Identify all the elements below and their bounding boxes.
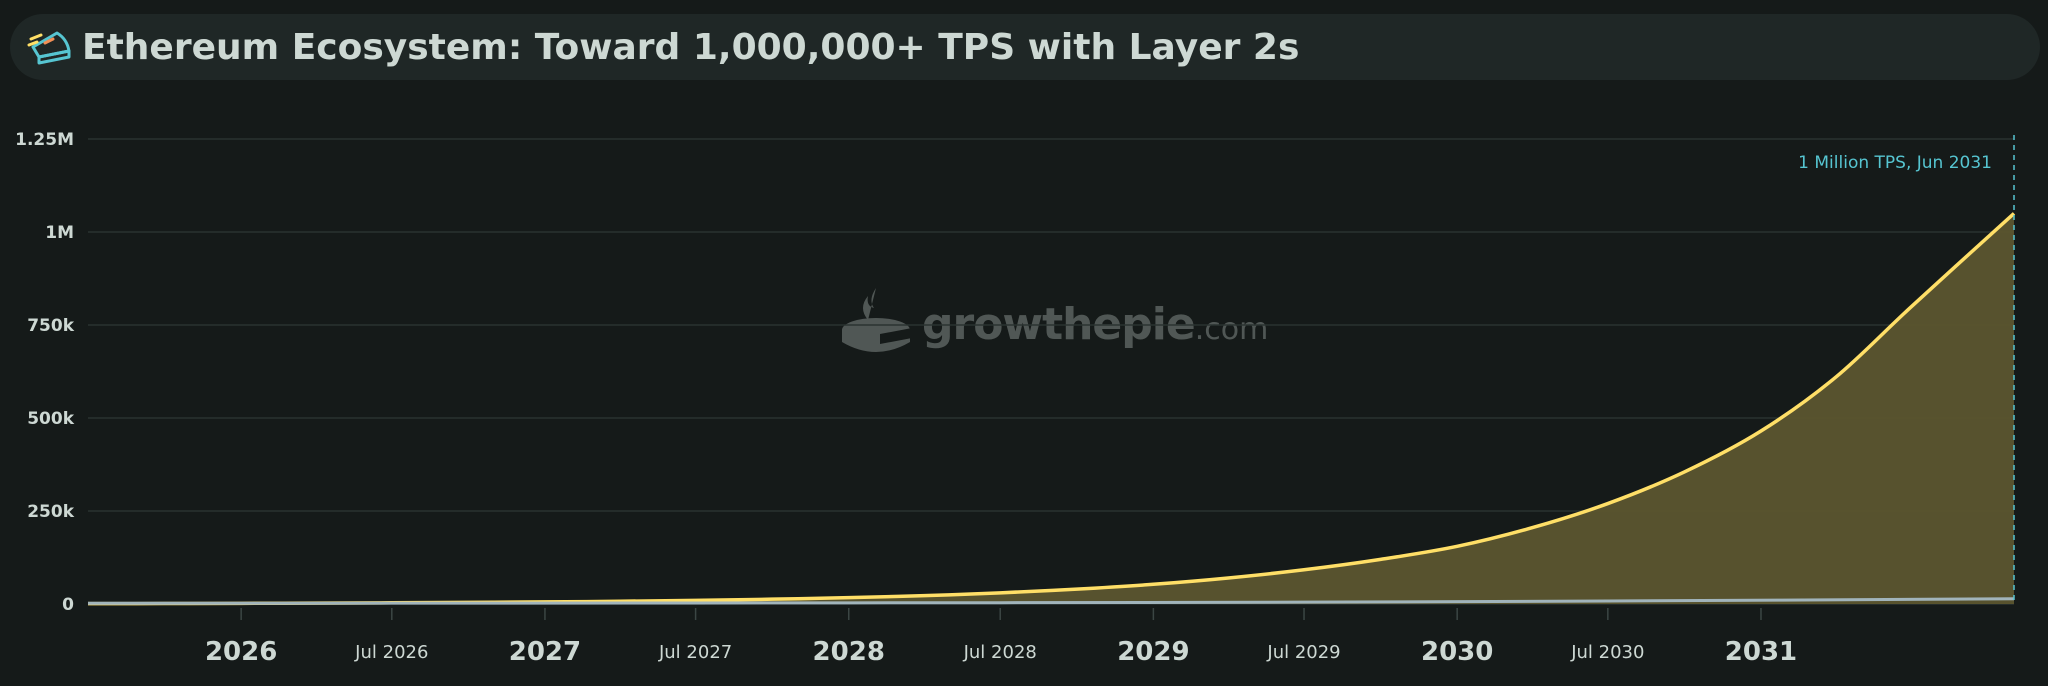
x-tick-label: Jul 2026 xyxy=(354,642,428,663)
x-tick-label: Jul 2029 xyxy=(1266,642,1340,663)
annotation-layer: 1 Million TPS, Jun 2031 xyxy=(1798,135,2015,604)
watermark-text: growthepie.com xyxy=(922,299,1268,350)
chart-title: Ethereum Ecosystem: Toward 1,000,000+ TP… xyxy=(82,26,1300,68)
x-tick-label: 2026 xyxy=(205,637,277,667)
watermark-brand: growthepie xyxy=(922,298,1196,350)
watermark-suffix: .com xyxy=(1194,311,1269,347)
x-tick-label: Jul 2027 xyxy=(658,642,732,663)
milestone-label: 1 Million TPS, Jun 2031 xyxy=(1798,153,1992,173)
y-tick-label: 0 xyxy=(62,595,74,615)
x-tick-label: 2028 xyxy=(813,637,885,667)
y-tick-label: 500k xyxy=(27,409,74,429)
pie-slice-icon xyxy=(24,21,76,73)
x-tick-label: 2030 xyxy=(1421,637,1493,667)
x-tick-label: Jul 2030 xyxy=(1570,642,1644,663)
baseline-line xyxy=(87,597,2015,605)
projection-area xyxy=(88,213,2014,604)
y-tick-label: 250k xyxy=(27,502,74,522)
x-tick-label: 2027 xyxy=(509,637,581,667)
y-tick-label: 1.25M xyxy=(15,130,74,150)
x-tick-label: 2031 xyxy=(1725,637,1797,667)
x-tick-label: 2029 xyxy=(1117,637,1189,667)
y-tick-label: 1M xyxy=(45,223,74,243)
y-tick-label: 750k xyxy=(27,316,74,336)
x-tick-label: Jul 2028 xyxy=(963,642,1037,663)
area-layer xyxy=(87,212,2016,606)
chart-title-bar: Ethereum Ecosystem: Toward 1,000,000+ TP… xyxy=(10,14,2040,80)
pie-logo-icon xyxy=(838,282,914,366)
axis-layer: 0 250k 500k 750k 1M 1.25M 2026 Jul 2026 2027 Jul … xyxy=(15,130,1797,667)
growthepie-watermark: growthepie.com xyxy=(838,282,1268,366)
